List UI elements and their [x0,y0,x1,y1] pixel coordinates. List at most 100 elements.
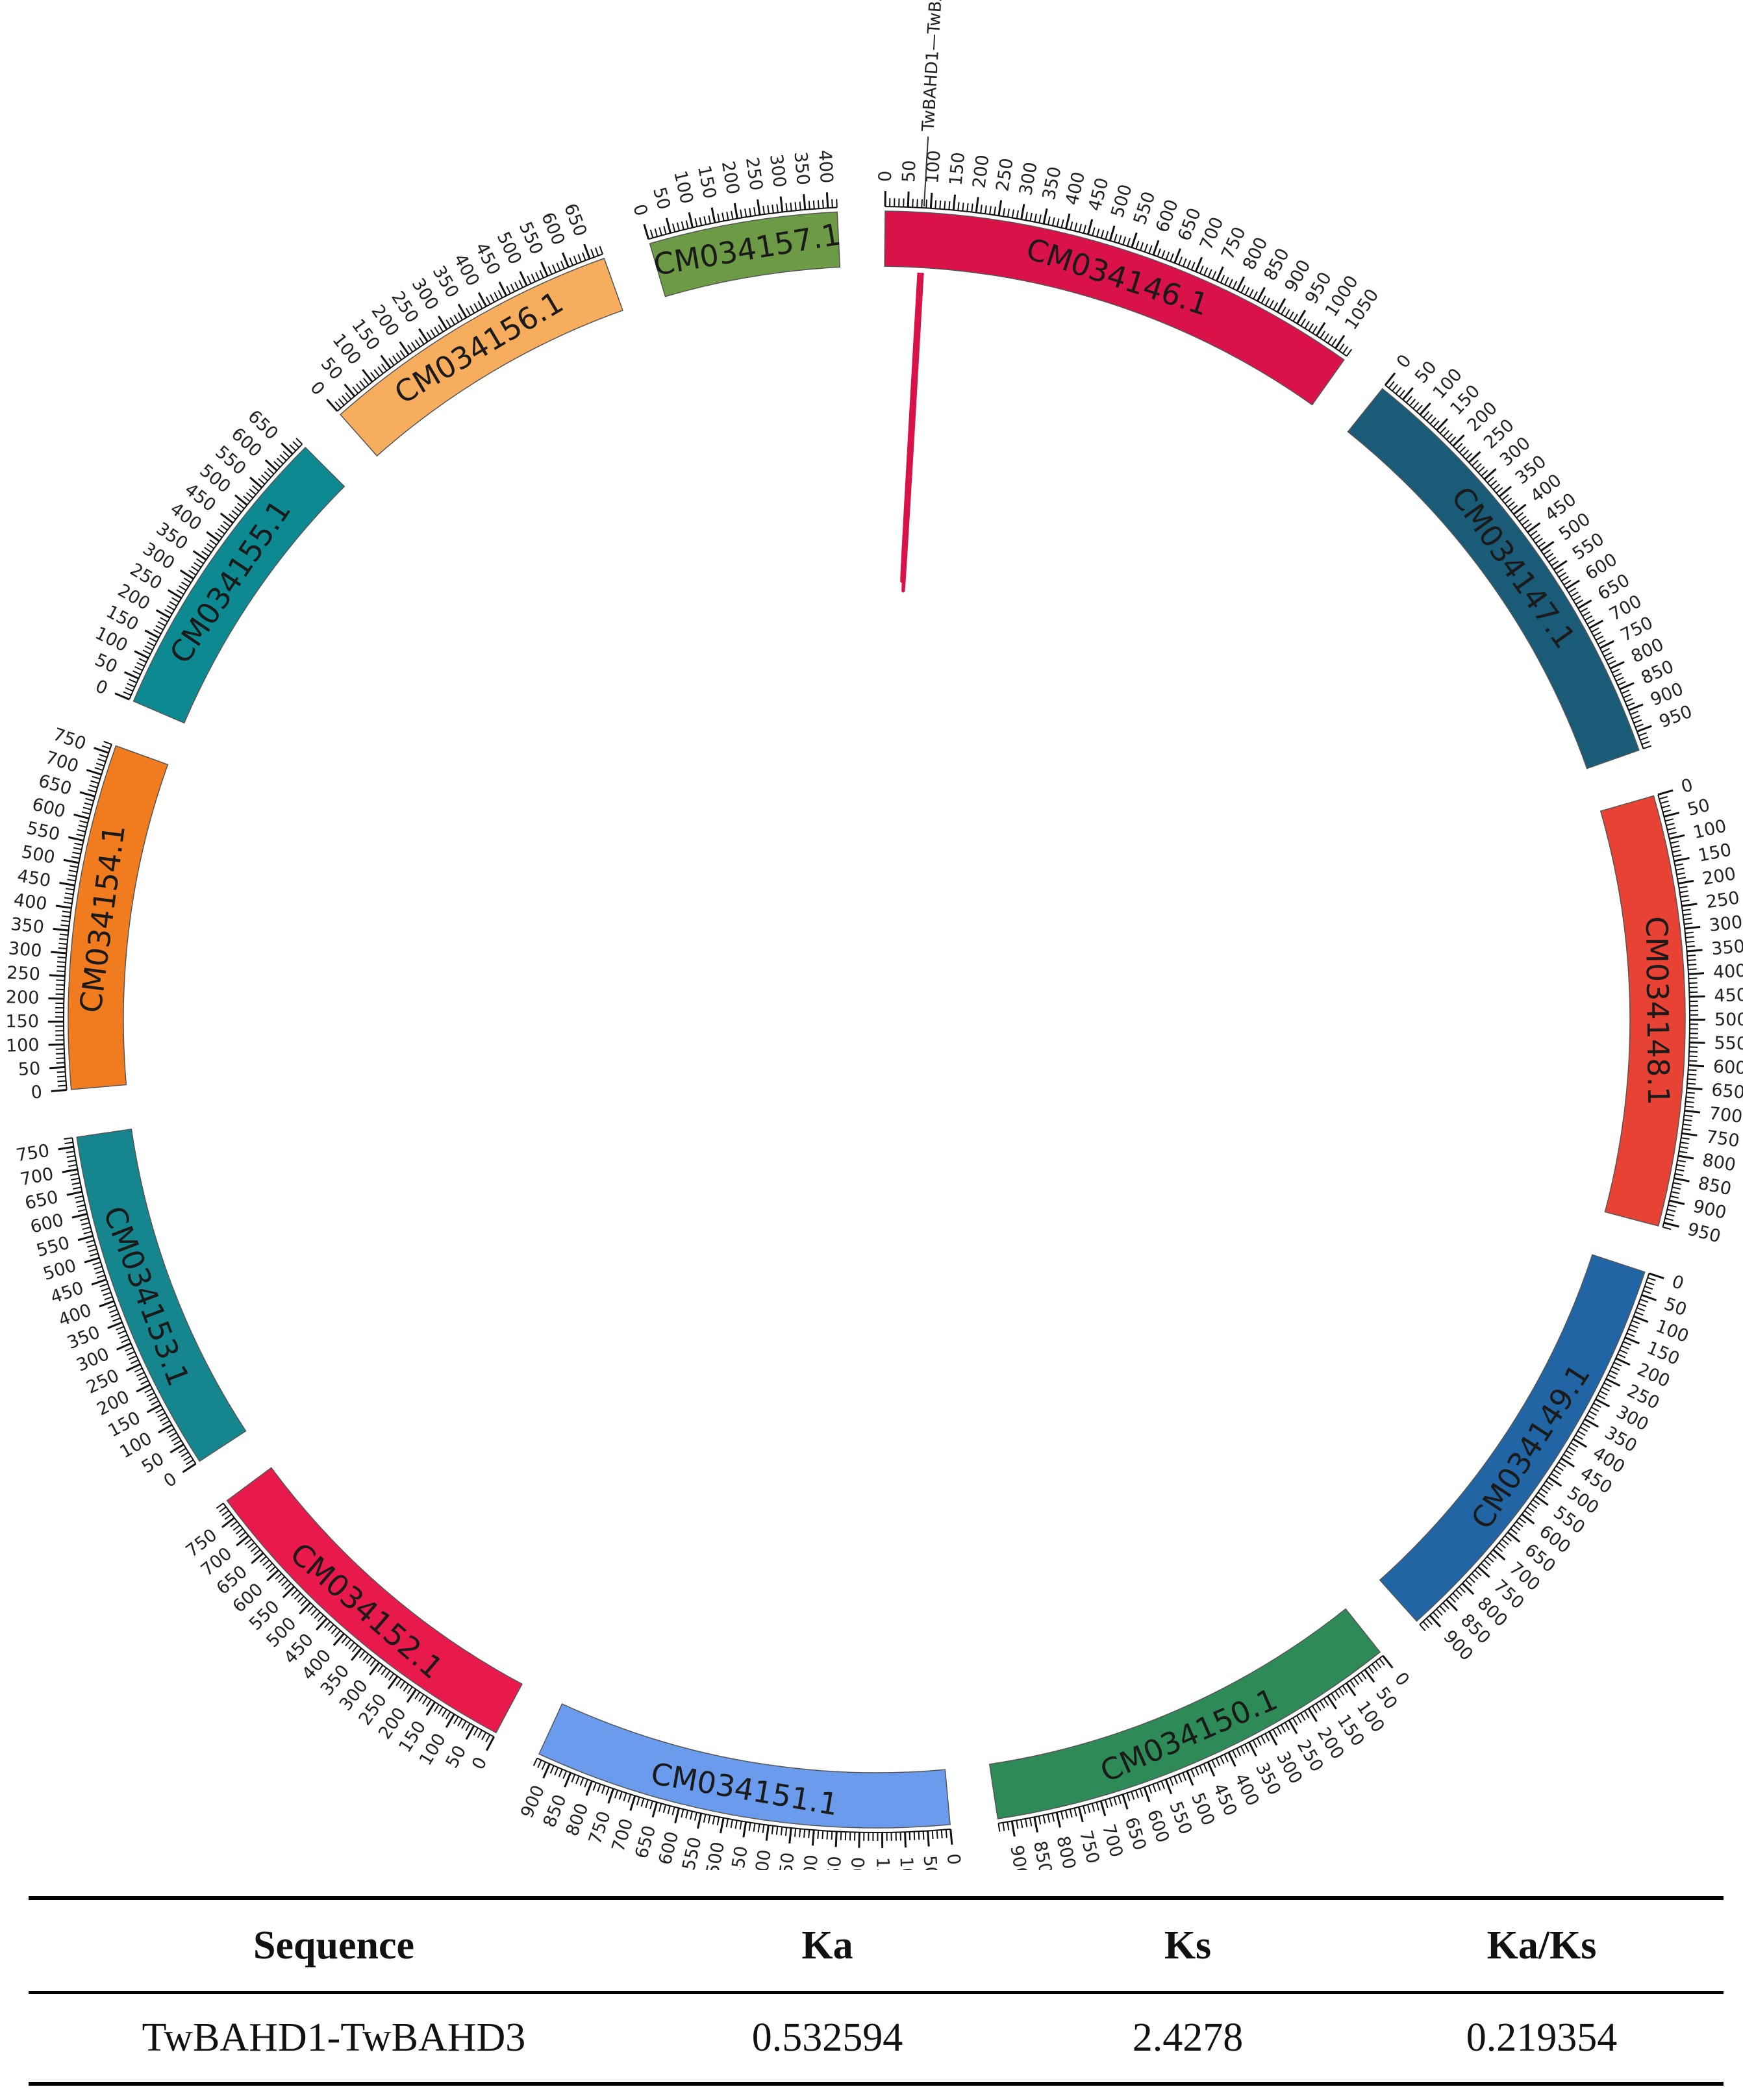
tick-mark [1617,681,1626,686]
tick-mark [351,1647,362,1661]
tick-mark [584,1779,588,1788]
tick-mark [1601,1386,1610,1392]
tick-mark [734,1820,738,1829]
tick-mark [1070,221,1073,231]
tick-label: 0 [1670,1271,1687,1294]
tick-mark [662,1804,667,1813]
tick-mark [1615,677,1624,682]
cell-ka-ks: 0.219354 [1360,1992,1724,2086]
tick-mark [1472,459,1479,467]
table-row: TwBAHD1-TwBAHD3 0.532594 2.4278 0.219354 [29,1992,1724,2086]
chromosome-segment [68,745,169,1090]
chromosome-segment [988,1608,1381,1819]
tick-mark [231,510,239,516]
tick-mark [1248,289,1254,297]
tick-mark [92,775,101,780]
tick-label: 900 [1691,1196,1728,1223]
tick-mark [1459,1586,1466,1594]
tick-mark [1086,219,1094,235]
tick-label: 200 [848,1856,869,1870]
tick-mark [1510,1528,1518,1534]
tick-mark [1016,210,1019,219]
tick-mark [775,1826,779,1835]
tick-mark [1342,346,1349,354]
tick-mark [355,383,362,391]
tick-mark [1504,1535,1512,1542]
tick-mark [1661,805,1670,808]
tick-mark [1382,1655,1394,1669]
tick-mark [1486,477,1494,484]
cell-ks: 2.4278 [1016,1992,1360,2086]
tick-mark [1638,1303,1647,1307]
tick-mark [541,1761,546,1770]
tick-mark [1426,414,1433,421]
tick-mark [1462,449,1470,456]
tick-mark [1091,1803,1096,1812]
tick-mark [498,281,508,297]
tick-mark [1683,1123,1692,1127]
tick-mark [1020,1819,1023,1829]
tick-mark [370,1659,377,1667]
tick-mark [1011,209,1014,218]
tick-mark [1577,599,1592,609]
tick-mark [381,363,388,371]
tick-label: 650 [631,1823,660,1861]
tick-mark [146,1404,162,1414]
tick-mark [1220,1756,1225,1764]
tick-mark [1543,549,1551,555]
tick-mark [229,513,236,520]
tick-mark [1518,516,1527,522]
tick-mark [1357,1675,1363,1682]
tick-mark [194,562,202,568]
tick-mark [623,1792,627,1801]
tick-mark [461,1721,467,1729]
tick-mark [1244,287,1250,295]
tick-mark [67,879,76,882]
tick-mark [1588,1410,1597,1416]
tick-label: 300 [8,938,43,961]
tick-mark [1675,863,1684,866]
tick-mark [506,286,511,294]
tick-mark [1122,236,1127,245]
tick-mark [79,791,95,797]
tick-mark [1684,925,1701,930]
tick-mark [1419,402,1431,416]
tick-mark [984,205,987,214]
tick-axis [63,744,112,1090]
tick-mark [1688,972,1705,975]
tick-mark [206,531,220,542]
tick-mark [1553,1469,1561,1475]
tick-mark [1563,579,1572,586]
tick-axis [336,253,603,412]
tick-mark [1595,635,1604,641]
tick-mark [1558,1461,1566,1468]
tick-mark [1353,1677,1360,1685]
tick-mark [82,806,92,810]
tick-mark [103,1292,112,1296]
tick-mark [88,1248,97,1253]
tick-mark [253,1549,261,1556]
tick-mark [1683,1119,1692,1122]
tick-mark [1412,401,1420,409]
tick-mark [153,629,162,634]
tick-mark [418,1694,425,1702]
tick-mark [1570,591,1579,597]
tick-label: 0 [1393,351,1416,372]
tick-mark [457,1718,463,1727]
tick-mark [936,1830,938,1839]
tick-mark [331,1627,338,1634]
tick-mark [99,754,108,758]
tick-label: 0 [160,1469,181,1492]
tick-mark [1069,1808,1073,1818]
tick-mark [71,1177,80,1181]
tick-mark [1595,1398,1610,1408]
tick-mark [904,1832,907,1848]
tick-mark [690,1811,693,1820]
tick-mark [1096,228,1100,238]
tick-label: 300 [1016,160,1042,197]
tick-mark [127,682,135,688]
tick-mark [230,1521,238,1527]
tick-mark [1613,672,1622,678]
tick-mark [1501,494,1509,501]
tick-mark [209,539,218,545]
